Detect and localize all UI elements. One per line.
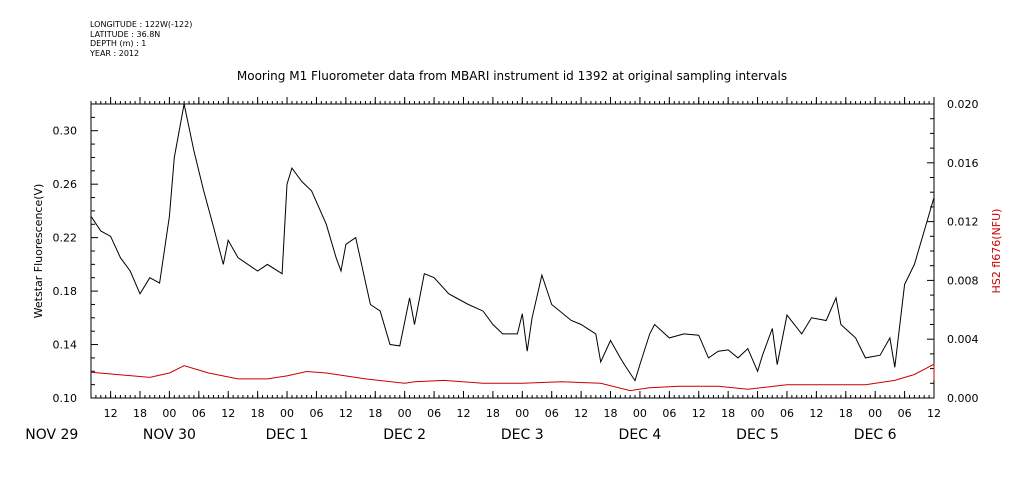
x-day-label: NOV 30	[143, 427, 196, 443]
x-hour-tick-label: 12	[104, 407, 118, 420]
x-day-label: DEC 2	[383, 427, 426, 443]
y-tick-label: 0.18	[53, 285, 78, 298]
x-hour-tick-label: 18	[133, 407, 147, 420]
y2-tick-label: 0.020	[947, 98, 979, 111]
x-day-label: DEC 4	[619, 427, 662, 443]
x-hour-tick-label: 12	[339, 407, 353, 420]
x-hour-tick-label: 18	[721, 407, 735, 420]
chart-title: Mooring M1 Fluorometer data from MBARI i…	[237, 69, 787, 83]
x-hour-tick-label: 18	[604, 407, 618, 420]
x-hour-tick-label: 00	[398, 407, 412, 420]
y2-tick-label: 0.012	[947, 216, 979, 229]
wetstar-fluorescence-line	[90, 103, 935, 382]
x-hour-tick-label: 00	[515, 407, 529, 420]
y-tick-label: 0.22	[53, 232, 78, 245]
y2-tick-label: 0.008	[947, 274, 979, 287]
x-day-label: NOV 29	[25, 427, 78, 443]
x-hour-tick-label: 00	[633, 407, 647, 420]
latitude-label: LATITUDE : 36.8N	[90, 29, 161, 39]
x-hour-tick-label: 06	[427, 407, 441, 420]
y2-tick-label: 0.000	[947, 392, 979, 405]
x-hour-tick-label: 18	[251, 407, 265, 420]
x-hour-tick-label: 00	[751, 407, 765, 420]
x-hour-tick-label: 00	[280, 407, 294, 420]
x-day-label: DEC 3	[501, 427, 544, 443]
y2-tick-label: 0.004	[947, 333, 979, 346]
x-hour-tick-label: 18	[486, 407, 500, 420]
plot-frame	[90, 103, 935, 399]
x-hour-tick-label: 06	[192, 407, 206, 420]
y2-tick-label: 0.016	[947, 157, 979, 170]
x-hour-tick-label: 12	[809, 407, 823, 420]
x-hour-tick-label: 18	[839, 407, 853, 420]
year-label: YEAR : 2012	[90, 48, 140, 58]
x-hour-tick-label: 12	[221, 407, 235, 420]
x-hour-tick-label: 18	[368, 407, 382, 420]
x-hour-tick-label: 06	[545, 407, 559, 420]
mooring-metadata: LONGITUDE : 122W(-122) LATITUDE : 36.8N …	[90, 20, 192, 58]
y2-axis-label: HS2 fl676(NFU)	[990, 209, 1003, 294]
y-axis-label: Wetstar Fluorescence(V)	[32, 184, 45, 319]
depth-label: DEPTH (m) : 1	[90, 39, 147, 48]
x-hour-tick-label: 12	[574, 407, 588, 420]
x-hour-tick-label: 12	[692, 407, 706, 420]
y-tick-label: 0.30	[53, 125, 78, 138]
x-hour-tick-label: 00	[868, 407, 882, 420]
x-hour-tick-label: 12	[927, 407, 941, 420]
x-hour-tick-label: 06	[780, 407, 794, 420]
x-day-label: DEC 6	[854, 427, 897, 443]
x-hour-tick-label: 06	[662, 407, 676, 420]
x-hour-tick-label: 06	[898, 407, 912, 420]
x-hour-tick-label: 00	[162, 407, 176, 420]
y-tick-label: 0.14	[53, 339, 78, 352]
x-hour-tick-label: 12	[456, 407, 470, 420]
hs2-fl676-line	[90, 363, 935, 392]
x-day-label: DEC 5	[736, 427, 779, 443]
y-tick-label: 0.26	[53, 178, 78, 191]
x-hour-tick-label: 06	[309, 407, 323, 420]
y-tick-label: 0.10	[53, 392, 78, 405]
x-day-label: DEC 1	[266, 427, 309, 443]
longitude-label: LONGITUDE : 122W(-122)	[90, 20, 193, 29]
